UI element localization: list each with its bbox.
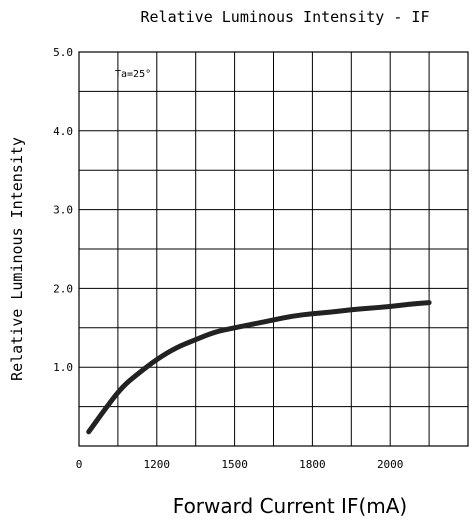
x-tick-labels: 0 1200 1500 1800 2000 bbox=[76, 458, 404, 471]
x-tick-label: 1200 bbox=[144, 458, 171, 471]
plot-frame bbox=[78, 51, 469, 447]
y-axis-label: Relative Luminous Intensity bbox=[8, 137, 26, 381]
x-tick-label: 1800 bbox=[299, 458, 326, 471]
y-tick-label: 3.0 bbox=[53, 204, 73, 217]
y-tick-label: 5.0 bbox=[53, 46, 73, 59]
annotation-ta: Ta=25° bbox=[115, 69, 151, 80]
y-tick-label: 2.0 bbox=[53, 282, 73, 295]
x-tick-label: 0 bbox=[76, 458, 83, 471]
y-tick-label: 4.0 bbox=[53, 125, 73, 138]
chart-title: Relative Luminous Intensity - IF bbox=[141, 8, 430, 26]
grid bbox=[79, 52, 468, 446]
series-line bbox=[86, 300, 432, 435]
y-tick-labels: 1.0 2.0 3.0 4.0 5.0 bbox=[53, 46, 73, 374]
x-tick-label: 2000 bbox=[377, 458, 404, 471]
x-tick-label: 1500 bbox=[221, 458, 248, 471]
y-tick-label: 1.0 bbox=[53, 361, 73, 374]
x-axis-label: Forward Current IF(mA) bbox=[173, 494, 407, 518]
